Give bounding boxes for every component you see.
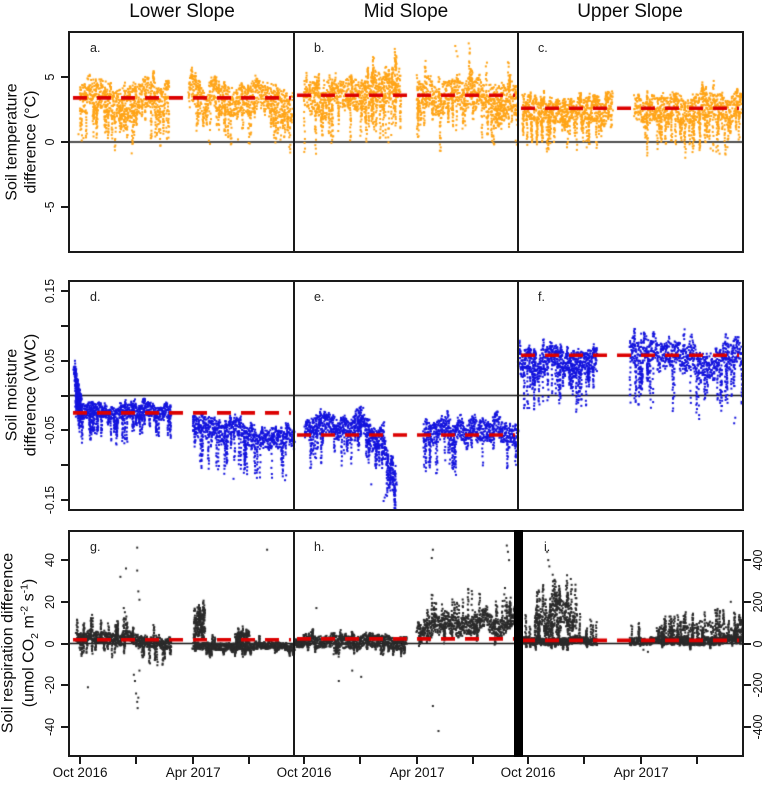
x-tick: [696, 757, 699, 764]
y-tick: [61, 725, 68, 728]
x-tick-label: Apr 2017: [389, 765, 445, 780]
column-title-lower-slope: Lower Slope: [129, 1, 235, 22]
y-tick: [61, 684, 68, 687]
y-tick-label: 0.15: [43, 279, 57, 304]
panel-frame-row1: [68, 31, 744, 253]
x-tick-label: Oct 2016: [500, 765, 556, 780]
y-tick-label: -0.15: [43, 485, 57, 514]
y-tick: [61, 290, 68, 293]
y-tick: [61, 642, 68, 645]
y-tick: [61, 429, 68, 432]
resp-units-sup-2: -2: [17, 605, 30, 616]
resp-units-part: m: [20, 615, 38, 633]
column-title-upper-slope: Upper Slope: [577, 1, 683, 22]
y-tick: [61, 498, 68, 501]
right-y-tick: [744, 725, 751, 728]
right-y-tick-label: 0: [751, 640, 765, 647]
x-tick: [248, 757, 251, 764]
right-y-tick: [744, 642, 751, 645]
y-tick: [61, 325, 68, 328]
y-tick: [61, 559, 68, 562]
y-tick: [61, 600, 68, 603]
panel-divider-row2-right: [517, 282, 519, 509]
x-tick-label: Apr 2017: [613, 765, 669, 780]
column-title-mid-slope: Mid Slope: [363, 1, 449, 22]
y-axis-title-temperature: Soil temperature difference (°C): [3, 83, 40, 200]
x-tick: [527, 757, 530, 764]
right-y-tick-label: -200: [751, 672, 765, 698]
y-tick-label: 0: [43, 640, 57, 647]
panel-divider-row1-right: [517, 33, 519, 251]
panel-frame-row3: [68, 530, 744, 757]
right-y-tick-label: 400: [751, 549, 765, 571]
y-axis-title-moisture-line1: Soil moisture: [3, 348, 21, 442]
x-tick-label: Oct 2016: [276, 765, 332, 780]
x-tick: [359, 757, 362, 764]
scatter-canvas-row1: [70, 33, 742, 251]
panel-divider-row3-thick: [514, 530, 523, 757]
y-axis-title-temperature-line1: Soil temperature: [3, 83, 21, 201]
panel-divider-row3-left: [293, 532, 295, 755]
x-tick: [640, 757, 643, 764]
x-tick: [135, 757, 138, 764]
y-tick: [61, 394, 68, 397]
x-tick: [79, 757, 82, 764]
x-tick: [416, 757, 419, 764]
y-axis-title-temperature-line2: difference (°C): [22, 90, 39, 194]
right-y-tick-label: 200: [751, 591, 765, 613]
y-tick: [61, 359, 68, 362]
panel-divider-row2-left: [293, 282, 295, 509]
y-tick-label: 0.05: [43, 348, 57, 373]
y-tick-label: -0.05: [43, 415, 57, 445]
x-tick-label: Apr 2017: [165, 765, 221, 780]
x-tick-label: Oct 2016: [52, 765, 108, 780]
right-y-tick: [744, 600, 751, 603]
y-tick-label: 40: [43, 553, 57, 568]
y-tick: [61, 463, 68, 466]
y-tick-label: 5: [43, 73, 57, 81]
y-tick-label: -20: [43, 676, 57, 695]
resp-units-part: ): [20, 578, 38, 585]
y-tick: [61, 76, 68, 79]
right-y-tick-label: -400: [751, 714, 765, 740]
right-y-tick: [744, 559, 751, 562]
y-tick: [61, 141, 68, 143]
resp-units-sup-1: -1: [17, 584, 30, 594]
panel-frame-row2: [68, 280, 744, 511]
y-axis-title-respiration-line1: Soil respiration difference: [0, 552, 17, 734]
y-tick-label: 0: [43, 138, 57, 146]
right-y-tick: [744, 684, 751, 687]
resp-units-part: (umol CO: [20, 638, 38, 708]
x-tick: [583, 757, 586, 764]
scatter-canvas-row2: [70, 282, 742, 509]
resp-units-sub2: 2: [28, 632, 41, 639]
resp-units-part: s: [20, 593, 38, 606]
x-tick: [472, 757, 475, 764]
y-axis-title-respiration-line2: (umol CO2 m-2 s-1): [18, 553, 41, 733]
y-tick-label: 20: [43, 594, 57, 609]
y-tick: [61, 205, 68, 208]
y-tick-label: -40: [43, 717, 57, 736]
panel-divider-row1-left: [293, 33, 295, 251]
y-axis-title-moisture-line2: difference (VWC): [22, 333, 39, 457]
scatter-canvas-row3: [70, 532, 742, 755]
x-tick: [303, 757, 306, 764]
y-axis-title-moisture: Soil moisture difference (VWC): [3, 334, 40, 456]
y-tick-label: -5: [43, 201, 57, 213]
x-tick: [192, 757, 195, 764]
y-axis-title-respiration: Soil respiration difference (umol CO2 m-…: [0, 553, 41, 733]
